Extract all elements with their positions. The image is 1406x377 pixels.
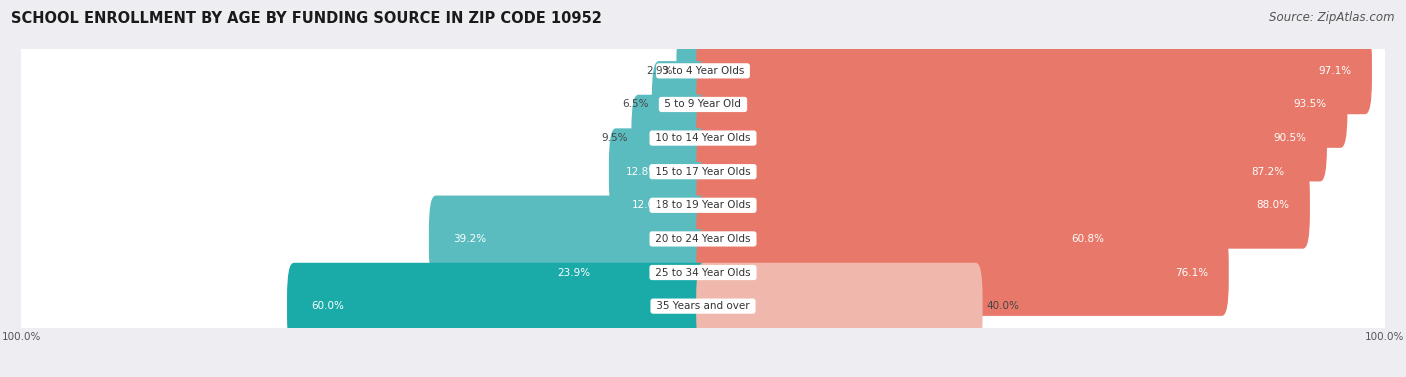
Text: 39.2%: 39.2% bbox=[453, 234, 486, 244]
FancyBboxPatch shape bbox=[1, 263, 1405, 349]
Text: 90.5%: 90.5% bbox=[1274, 133, 1306, 143]
Text: 18 to 19 Year Olds: 18 to 19 Year Olds bbox=[652, 200, 754, 210]
Text: 23.9%: 23.9% bbox=[557, 268, 591, 277]
FancyBboxPatch shape bbox=[696, 162, 1310, 249]
FancyBboxPatch shape bbox=[1, 129, 1405, 215]
Text: 87.2%: 87.2% bbox=[1251, 167, 1284, 177]
FancyBboxPatch shape bbox=[696, 28, 1372, 114]
Text: 15 to 17 Year Olds: 15 to 17 Year Olds bbox=[652, 167, 754, 177]
Text: 2.9%: 2.9% bbox=[647, 66, 673, 76]
FancyBboxPatch shape bbox=[696, 196, 1125, 282]
Text: 20 to 24 Year Olds: 20 to 24 Year Olds bbox=[652, 234, 754, 244]
FancyBboxPatch shape bbox=[631, 95, 710, 181]
FancyBboxPatch shape bbox=[1, 28, 1405, 114]
Text: 40.0%: 40.0% bbox=[986, 301, 1019, 311]
Text: 6.5%: 6.5% bbox=[621, 100, 648, 109]
Text: 60.0%: 60.0% bbox=[311, 301, 344, 311]
Text: 3 to 4 Year Olds: 3 to 4 Year Olds bbox=[658, 66, 748, 76]
FancyBboxPatch shape bbox=[652, 61, 710, 148]
Text: 76.1%: 76.1% bbox=[1175, 268, 1208, 277]
Text: 12.8%: 12.8% bbox=[626, 167, 659, 177]
FancyBboxPatch shape bbox=[614, 162, 710, 249]
FancyBboxPatch shape bbox=[1, 230, 1405, 316]
FancyBboxPatch shape bbox=[429, 196, 710, 282]
FancyBboxPatch shape bbox=[696, 61, 1347, 148]
Text: 12.0%: 12.0% bbox=[631, 200, 665, 210]
FancyBboxPatch shape bbox=[1, 196, 1405, 282]
FancyBboxPatch shape bbox=[696, 263, 983, 349]
FancyBboxPatch shape bbox=[1, 95, 1405, 181]
FancyBboxPatch shape bbox=[676, 28, 710, 114]
FancyBboxPatch shape bbox=[609, 128, 710, 215]
Text: 97.1%: 97.1% bbox=[1319, 66, 1351, 76]
Text: 60.8%: 60.8% bbox=[1071, 234, 1104, 244]
Text: 93.5%: 93.5% bbox=[1294, 100, 1327, 109]
FancyBboxPatch shape bbox=[1, 61, 1405, 147]
FancyBboxPatch shape bbox=[696, 128, 1305, 215]
Text: Source: ZipAtlas.com: Source: ZipAtlas.com bbox=[1270, 11, 1395, 24]
Text: 9.5%: 9.5% bbox=[602, 133, 628, 143]
Text: 25 to 34 Year Olds: 25 to 34 Year Olds bbox=[652, 268, 754, 277]
FancyBboxPatch shape bbox=[287, 263, 710, 349]
Text: 5 to 9 Year Old: 5 to 9 Year Old bbox=[661, 100, 745, 109]
FancyBboxPatch shape bbox=[696, 229, 1229, 316]
Text: 88.0%: 88.0% bbox=[1257, 200, 1289, 210]
Text: SCHOOL ENROLLMENT BY AGE BY FUNDING SOURCE IN ZIP CODE 10952: SCHOOL ENROLLMENT BY AGE BY FUNDING SOUR… bbox=[11, 11, 602, 26]
FancyBboxPatch shape bbox=[1, 162, 1405, 248]
Text: 10 to 14 Year Olds: 10 to 14 Year Olds bbox=[652, 133, 754, 143]
FancyBboxPatch shape bbox=[696, 95, 1327, 181]
Text: 35 Years and over: 35 Years and over bbox=[652, 301, 754, 311]
FancyBboxPatch shape bbox=[533, 229, 710, 316]
